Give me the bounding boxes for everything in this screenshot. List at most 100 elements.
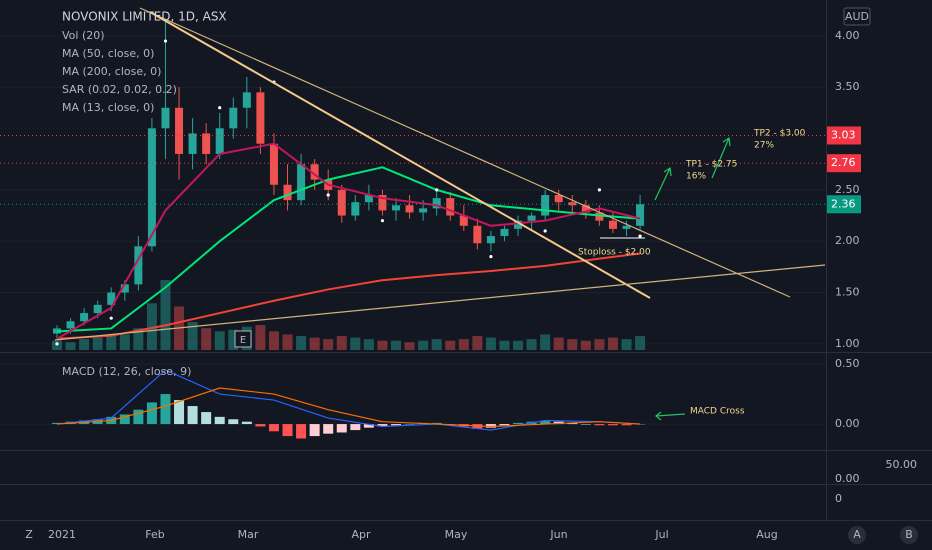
macd-histogram xyxy=(228,419,239,425)
ma-line xyxy=(56,166,641,333)
volume-bar xyxy=(580,340,591,350)
x-tick-label: Jul xyxy=(654,528,668,541)
candle-body xyxy=(161,107,170,129)
button-bg[interactable] xyxy=(848,526,866,544)
volume-bar xyxy=(567,339,578,350)
candle-body xyxy=(80,313,89,322)
button[interactable]: B xyxy=(905,528,913,541)
volume-bar xyxy=(472,336,483,350)
marks xyxy=(0,20,826,439)
candle-body xyxy=(351,202,360,216)
volume-bar xyxy=(391,340,401,350)
candle-body xyxy=(405,205,414,213)
candle-body xyxy=(256,92,265,144)
price-tag-label: 2.36 xyxy=(831,197,856,210)
volume-bar xyxy=(431,339,442,350)
legend-entry: MA (13, close, 0) xyxy=(62,101,154,114)
volume-bar xyxy=(377,340,388,350)
macd-histogram xyxy=(255,424,266,427)
volume-bar xyxy=(133,328,144,350)
drawings xyxy=(54,7,826,421)
macd-histogram xyxy=(214,416,225,425)
volume-bar xyxy=(187,322,198,350)
volume-bar xyxy=(336,336,347,350)
candle-body xyxy=(337,189,346,216)
volume-bar xyxy=(635,336,646,350)
candle-body xyxy=(242,92,251,108)
volume-bar xyxy=(79,339,90,350)
price-tag-label: 3.03 xyxy=(831,128,856,141)
macd-histogram xyxy=(201,412,212,425)
macd-histogram xyxy=(119,414,130,425)
macd-histogram xyxy=(567,422,578,425)
candle-body xyxy=(175,107,184,154)
y-tick-label: 2.00 xyxy=(835,234,860,247)
event-marker[interactable]: E xyxy=(240,335,246,346)
pane-label: 0 xyxy=(835,492,842,505)
macd-histogram xyxy=(282,424,293,437)
candle-body xyxy=(527,215,536,221)
macd-histogram xyxy=(309,424,320,437)
volume-bar xyxy=(553,337,564,350)
macd-histogram xyxy=(621,424,632,426)
volume-bar xyxy=(526,339,537,350)
sar-dot xyxy=(435,188,439,192)
ma-line xyxy=(56,142,641,340)
button[interactable]: A xyxy=(853,528,861,541)
pane-borders xyxy=(0,0,932,521)
volume-bar xyxy=(350,337,361,350)
button[interactable]: Z xyxy=(25,528,33,541)
volume-bar xyxy=(309,337,320,350)
currency[interactable]: AUD xyxy=(845,10,869,23)
currency-box[interactable] xyxy=(843,7,871,26)
ma-line xyxy=(56,252,641,340)
x-tick-label: May xyxy=(445,528,468,541)
macd-histogram xyxy=(336,424,347,433)
candle-body xyxy=(269,143,278,185)
macd-histogram xyxy=(363,424,374,428)
candle-body xyxy=(93,304,102,314)
event-marker-box[interactable] xyxy=(234,330,252,348)
macd-histogram xyxy=(146,402,157,425)
volume-bar xyxy=(160,280,171,350)
candle-body xyxy=(500,228,509,237)
volume-bar xyxy=(499,340,510,350)
sar-dot xyxy=(109,316,113,320)
sar-dot xyxy=(543,229,547,233)
y-tick-label: 3.50 xyxy=(835,80,860,93)
sar-dot xyxy=(489,254,493,259)
volume-bar xyxy=(363,339,374,350)
candle-body xyxy=(419,208,428,213)
legend-entry: MA (50, close, 0) xyxy=(62,47,154,60)
arrow xyxy=(711,136,731,179)
volume-bar xyxy=(513,340,524,350)
sar-dot xyxy=(597,188,602,192)
price-tag xyxy=(827,195,861,214)
button-bg[interactable] xyxy=(900,526,918,544)
macd-title: MACD (12, 26, close, 9) xyxy=(62,365,191,378)
macd-histogram xyxy=(540,420,551,425)
volume-bar xyxy=(607,337,618,350)
annotation: TP1 - $2.75 xyxy=(685,160,737,170)
volume-bar xyxy=(65,342,76,350)
y-tick-label: 4.00 xyxy=(835,29,860,42)
candle-body xyxy=(147,128,156,247)
macd-histogram xyxy=(635,424,646,425)
sar-dot xyxy=(638,234,642,238)
macd-histogram xyxy=(160,394,171,425)
y-tick-label: 2.50 xyxy=(835,183,860,196)
volume-bar xyxy=(458,339,469,350)
candle-body xyxy=(595,212,604,221)
macd-histogram xyxy=(594,424,605,426)
legend-entry: Vol (20) xyxy=(62,29,105,42)
annotation: 27% xyxy=(754,141,774,151)
volume-bar xyxy=(540,334,551,350)
volume-bar xyxy=(119,334,130,350)
macd-histogram xyxy=(296,424,307,439)
annotation: Stoploss - $2.00 xyxy=(578,248,651,258)
candle-body xyxy=(202,133,211,154)
candle-body xyxy=(581,205,590,213)
trendline xyxy=(149,11,651,299)
macd-histogram xyxy=(350,424,361,431)
